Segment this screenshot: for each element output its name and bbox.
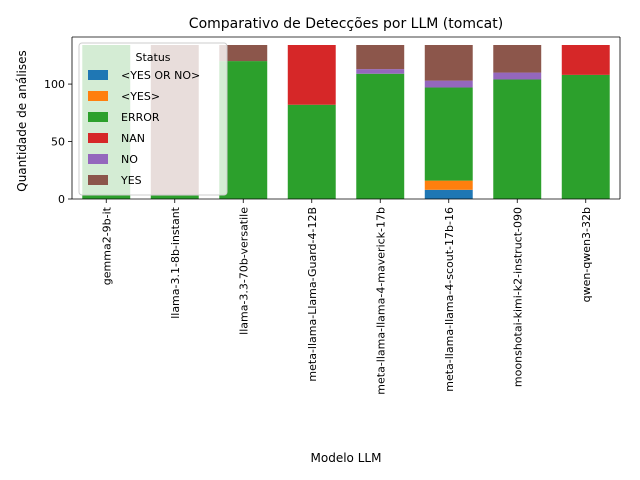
- bar-segment-yes-5: [424, 45, 473, 81]
- bar-segment-error-7: [561, 74, 610, 199]
- x-tick-label: meta-llama-llama-4-scout-17b-16: [443, 207, 456, 392]
- y-axis-label: Quantidade de análises: [15, 50, 29, 192]
- legend: Status <YES OR NO> <YES> ERROR NAN NO YES: [78, 42, 228, 196]
- y-tick-label: 0: [58, 193, 65, 206]
- chart-title: Comparativo de Detecções por LLM (tomcat…: [189, 16, 503, 32]
- legend-box: [78, 42, 228, 196]
- legend-swatch: [88, 70, 108, 80]
- x-tick-label: moonshotai-kimi-k2-instruct-090: [511, 207, 524, 387]
- x-tick-label: meta-llama-Llama-Guard-4-12B: [306, 207, 319, 382]
- bar-segment-nan-3: [287, 45, 336, 105]
- bar-segment-yes-4: [356, 45, 405, 70]
- bar-segment-yes-2: [219, 45, 268, 62]
- bar-segment-error-3: [287, 104, 336, 199]
- legend-title: Status: [135, 51, 170, 64]
- x-tick-label: meta-llama-llama-4-maverick-17b: [374, 207, 387, 395]
- x-tick-label: qwen-qwen3-32b: [580, 207, 593, 302]
- x-tick-label: llama-3.1-8b-instant: [169, 206, 182, 318]
- legend-entry-label: <YES>: [121, 90, 160, 103]
- x-tick-label: llama-3.3-70b-versatile: [237, 207, 250, 335]
- legend-entry-label: NO: [121, 153, 138, 166]
- legend-swatch: [88, 91, 108, 101]
- bar-segment-yes-or-no-5: [424, 189, 473, 199]
- bar-segment-no-4: [356, 69, 405, 74]
- bar-segment-error-1: [150, 195, 199, 199]
- legend-entry-label: YES: [120, 174, 142, 187]
- bar-segment-error-5: [424, 87, 473, 181]
- legend-swatch: [88, 112, 108, 122]
- x-axis-label: Modelo LLM: [311, 451, 382, 465]
- legend-swatch: [88, 133, 108, 143]
- legend-swatch: [88, 175, 108, 185]
- bar-segment-no-6: [493, 72, 542, 80]
- bar-segment-nan-7: [561, 45, 610, 75]
- bar-segment-error-6: [493, 79, 542, 199]
- y-tick-label: 100: [44, 78, 65, 91]
- x-tick-label: gemma2-9b-it: [100, 206, 113, 285]
- legend-entry-label: ERROR: [121, 111, 160, 124]
- legend-entry-label: <YES OR NO>: [121, 69, 200, 82]
- legend-swatch: [88, 154, 108, 164]
- axes-layer: [71, 36, 621, 200]
- legend-entry-label: NAN: [121, 132, 145, 145]
- bar-segment-no-5: [424, 80, 473, 88]
- y-tick-labels: 0 50 100: [44, 78, 72, 206]
- bar-segment-yes-5: [424, 180, 473, 190]
- y-tick-label: 50: [51, 136, 65, 149]
- bar-segment-yes-6: [493, 45, 542, 73]
- bar-segment-error-4: [356, 73, 405, 199]
- x-tick-labels: gemma2-9b-it llama-3.1-8b-instant llama-3.…: [100, 199, 593, 395]
